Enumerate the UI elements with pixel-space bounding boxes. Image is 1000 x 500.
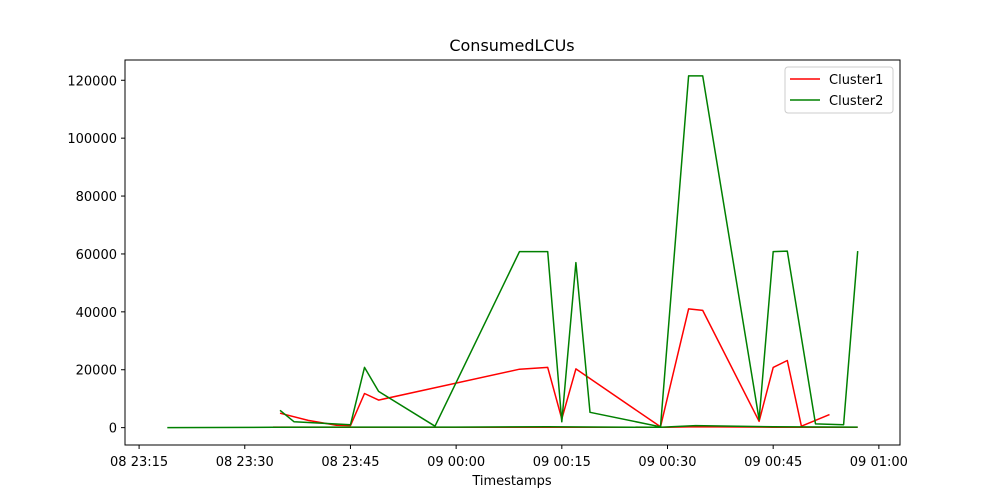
- x-tick-label: 08 23:15: [110, 455, 168, 470]
- x-tick-label: 09 00:30: [638, 455, 696, 470]
- x-axis-label: Timestamps: [471, 474, 552, 489]
- y-tick-label: 0: [109, 422, 117, 437]
- x-axis: 08 23:15 08 23:30 08 23:45 09 00:00 09 00:15…: [110, 445, 908, 470]
- series-line-cluster1-1: [279, 308, 830, 428]
- plot-frame: [124, 59, 901, 446]
- x-tick-label: 09 00:00: [427, 455, 485, 470]
- y-axis: 0 20000 40000 60000 80000 100000 120000: [67, 74, 125, 437]
- y-tick-label: 60000: [76, 248, 117, 263]
- series-layer: [167, 75, 859, 429]
- y-tick-label: 20000: [76, 364, 117, 379]
- series-line-cluster2-1: [279, 75, 859, 428]
- y-tick-label: 80000: [76, 190, 117, 205]
- legend-label: Cluster1: [829, 73, 883, 88]
- legend-label: Cluster2: [829, 94, 883, 109]
- x-tick-label: 09 00:15: [533, 455, 591, 470]
- x-tick-label: 08 23:45: [321, 455, 379, 470]
- x-tick-label: 08 23:30: [216, 455, 274, 470]
- series-line-cluster2-2: [167, 424, 858, 429]
- y-tick-label: 40000: [76, 306, 117, 321]
- y-tick-label: 100000: [67, 132, 117, 147]
- legend: Cluster1 Cluster2: [784, 66, 894, 114]
- chart-title: ConsumedLCUs: [449, 36, 574, 55]
- x-tick-label: 09 00:45: [744, 455, 802, 470]
- series-cluster2: [167, 75, 859, 429]
- x-tick-label: 09 01:00: [850, 455, 908, 470]
- y-tick-label: 120000: [67, 74, 117, 89]
- series-cluster1: [272, 308, 858, 429]
